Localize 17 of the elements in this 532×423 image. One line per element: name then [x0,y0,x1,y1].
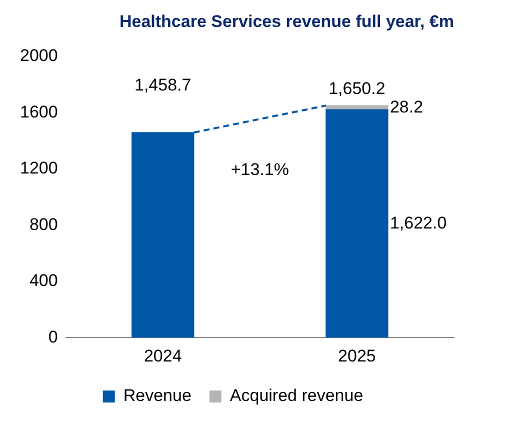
x-tick-label: 2024 [144,346,182,366]
legend-label: Revenue [123,386,192,406]
y-tick-label: 800 [29,214,58,234]
total-label: 1,650.2 [328,78,386,98]
y-tick-label: 1600 [20,102,58,122]
annotation: +13.1% [230,160,289,180]
bar [326,109,388,338]
x-tick-label: 2025 [338,346,376,366]
annotation: 1,622.0 [390,213,447,232]
y-tick-label: 1200 [20,158,58,178]
annotation: 28.2 [390,97,424,116]
y-tick-label: 0 [48,327,58,346]
chart-title: Healthcare Services revenue full year, €m [119,12,454,31]
y-tick-label: 2000 [20,46,58,66]
legend-label: Acquired revenue [230,386,364,406]
total-label: 1,458.7 [134,76,192,95]
y-tick-label: 400 [29,271,58,290]
